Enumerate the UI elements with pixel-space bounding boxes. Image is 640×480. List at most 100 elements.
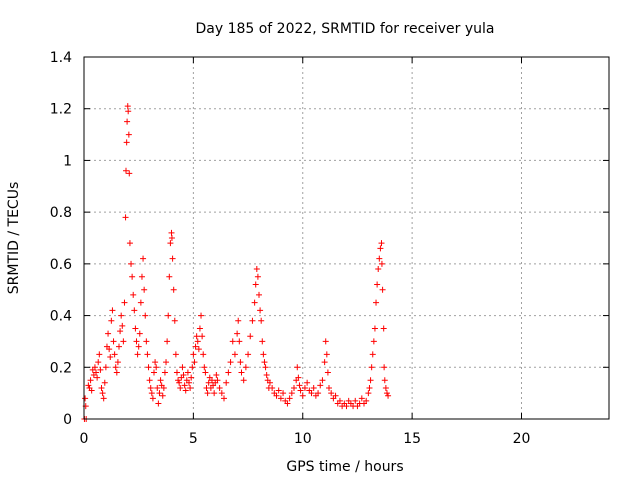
data-point: [126, 170, 133, 177]
data-point: [296, 382, 303, 389]
data-point: [221, 395, 227, 402]
data-point: [133, 338, 140, 345]
data-point: [105, 330, 112, 337]
data-point: [322, 338, 329, 345]
data-point: [111, 351, 118, 358]
data-point: [132, 325, 139, 332]
data-point: [263, 372, 270, 379]
data-point: [368, 364, 375, 371]
data-point: [118, 312, 125, 319]
data-point: [168, 229, 175, 236]
data-point: [119, 322, 126, 329]
data-point: [376, 255, 383, 262]
data-point: [366, 384, 373, 391]
data-point: [182, 387, 189, 394]
data-point: [191, 359, 198, 366]
plot-frame: [83, 56, 610, 420]
data-point: [192, 343, 199, 350]
data-point: [169, 255, 176, 262]
data-point: [262, 364, 269, 371]
data-point: [136, 330, 143, 337]
data-point: [381, 364, 388, 371]
data-point: [336, 397, 343, 404]
data-point: [260, 351, 267, 358]
data-point: [299, 392, 306, 399]
data-point: [100, 395, 107, 402]
data-point: [126, 240, 133, 247]
data-point: [304, 379, 311, 386]
data-point: [200, 351, 207, 358]
data-point: [114, 359, 121, 366]
data-point: [189, 364, 196, 371]
data-point: [112, 364, 119, 371]
data-point: [141, 286, 148, 293]
data-point: [280, 390, 287, 397]
data-point: [102, 364, 109, 371]
data-point: [257, 307, 264, 314]
data-point: [379, 286, 386, 293]
data-point: [123, 167, 129, 174]
data-point: [159, 392, 166, 399]
data-point: [377, 245, 384, 252]
data-point: [324, 369, 331, 376]
data-point: [154, 384, 161, 391]
data-point: [165, 312, 172, 319]
y-axis-label: SRMTID / TECUs: [6, 182, 22, 295]
data-point: [195, 346, 202, 353]
data-point: [94, 374, 101, 381]
data-point: [261, 359, 268, 366]
data-point: [152, 359, 159, 366]
data-points: [81, 103, 392, 422]
data-point: [216, 384, 223, 391]
data-point: [124, 118, 131, 125]
data-point: [190, 351, 197, 358]
data-point: [193, 333, 200, 340]
data-point: [378, 240, 385, 247]
data-point: [213, 372, 220, 379]
data-point: [125, 108, 132, 115]
data-point: [176, 379, 183, 386]
data-point: [161, 369, 168, 376]
data-point: [134, 351, 141, 358]
data-point: [194, 338, 201, 345]
y-tick-label: 1.4: [50, 50, 72, 66]
data-point: [131, 307, 138, 314]
data-point: [186, 379, 192, 386]
data-point: [130, 291, 137, 298]
data-point: [85, 382, 92, 389]
data-point: [332, 392, 339, 399]
data-point: [235, 317, 242, 324]
data-point: [301, 384, 308, 391]
data-point: [202, 369, 209, 376]
data-point: [208, 377, 215, 384]
data-point: [308, 390, 315, 397]
data-point: [381, 377, 388, 384]
data-point: [140, 255, 147, 262]
data-point: [123, 139, 130, 146]
data-point: [321, 359, 328, 366]
data-point: [266, 379, 273, 386]
data-point: [163, 359, 170, 366]
data-point: [326, 384, 332, 391]
data-point: [256, 291, 262, 298]
data-point: [120, 338, 127, 345]
data-point: [153, 364, 160, 371]
data-point: [343, 403, 350, 410]
data-point: [205, 379, 212, 386]
data-point: [155, 400, 162, 407]
data-point: [373, 299, 380, 306]
y-tick-label: 0.2: [50, 360, 72, 376]
data-point: [138, 273, 145, 280]
data-point: [352, 397, 359, 404]
data-point: [172, 351, 179, 358]
data-point: [328, 390, 335, 397]
data-point: [198, 312, 205, 319]
data-point: [317, 382, 324, 389]
data-point: [245, 351, 252, 358]
data-point: [323, 351, 330, 358]
data-point: [370, 338, 377, 345]
data-point: [91, 364, 98, 371]
data-point: [286, 395, 293, 402]
data-point: [110, 338, 117, 345]
data-point: [223, 379, 230, 386]
